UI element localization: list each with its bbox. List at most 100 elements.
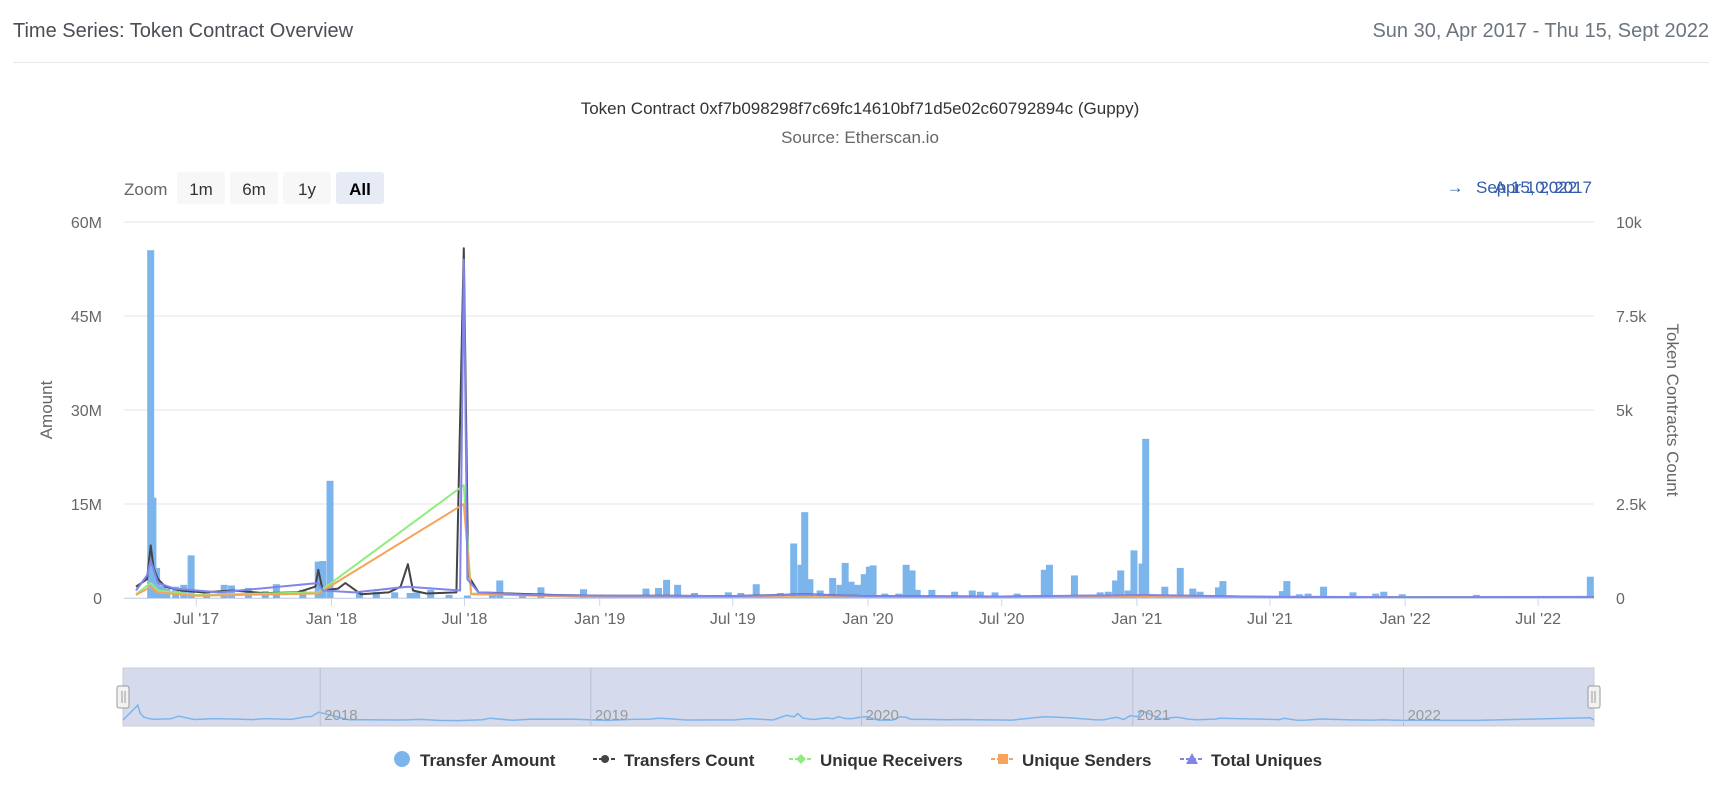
right-axis-tick-label: 7.5k <box>1616 309 1647 326</box>
transfer-amount-bar <box>445 594 453 598</box>
transfer-amount-bar <box>847 581 855 598</box>
transfer-amount-bar <box>1380 591 1388 598</box>
transfer-amount-bar <box>806 579 814 598</box>
right-axis-title: Token Contracts Count <box>1663 324 1682 497</box>
zoom-button-1y-label: 1y <box>298 180 316 199</box>
page-header: Time Series: Token Contract Overview Sun… <box>13 0 1709 63</box>
x-axis-tick-label: Jan '21 <box>1111 611 1162 628</box>
x-axis-tick-label: Jul '21 <box>1247 611 1293 628</box>
zoom-button-6m[interactable]: 6m <box>230 172 278 204</box>
x-axis-tick-label: Jul '20 <box>979 611 1025 628</box>
range-from[interactable]: Apr 10, 2017 <box>1495 178 1592 197</box>
transfer-amount-bar <box>413 592 421 598</box>
navigator-year-label: 2022 <box>1407 707 1440 724</box>
zoom-controls: Zoom 1m 6m 1y All <box>124 172 384 204</box>
left-axis-title: Amount <box>37 380 56 439</box>
transfer-amount-bar <box>1372 593 1380 598</box>
legend-item-transfer-amount[interactable]: Transfer Amount <box>394 751 556 770</box>
navigator-series <box>122 703 1595 722</box>
transfer-amount-bar <box>463 595 471 598</box>
transfer-amount-bar <box>1586 576 1594 598</box>
left-y-axis: 0 15M 30M 45M 60M <box>71 215 102 608</box>
navigator-right-handle[interactable] <box>1587 685 1601 709</box>
navigator-year-label: 2018 <box>324 707 357 724</box>
transfer-amount-bar <box>1176 567 1184 598</box>
chart-title: Token Contract 0xf7b098298f7c69fc14610bf… <box>581 99 1140 118</box>
transfer-amount-bar <box>1219 581 1227 598</box>
transfer-amount-bar <box>674 584 682 598</box>
transfer-amount-bar <box>860 574 868 598</box>
transfer-amount-bar <box>1283 581 1291 598</box>
legend-item-transfers-count[interactable]: Transfers Count <box>593 751 755 770</box>
transfer-amount-bar <box>991 592 999 598</box>
legend-label-unique-senders: Unique Senders <box>1022 751 1151 770</box>
legend-item-total-uniques[interactable]: Total Uniques <box>1180 751 1322 770</box>
legend-symbol-transfer-amount <box>394 751 410 767</box>
transfer-amount-bar <box>902 564 910 598</box>
transfer-amount-bar <box>836 584 844 598</box>
page-title: Time Series: Token Contract Overview <box>13 20 354 42</box>
zoom-button-1m[interactable]: 1m <box>177 172 225 204</box>
transfer-amount-bar <box>654 587 662 598</box>
transfer-amount-bar <box>1117 570 1125 598</box>
transfer-amount-bar <box>829 577 837 598</box>
left-axis-tick-label: 30M <box>71 403 102 420</box>
navigator[interactable]: 2018 2019 2020 2021 2022 <box>116 667 1601 727</box>
chart-subtitle: Source: Etherscan.io <box>781 128 939 147</box>
zoom-label: Zoom <box>124 180 167 199</box>
x-axis-tick-label: Jul '22 <box>1515 611 1561 628</box>
transfer-amount-bar <box>790 543 798 598</box>
right-axis-tick-label: 5k <box>1616 403 1634 420</box>
right-axis-tick-label: 0 <box>1616 591 1625 608</box>
zoom-button-1y[interactable]: 1y <box>283 172 331 204</box>
x-axis-tick-label: Jul '19 <box>710 611 756 628</box>
right-axis-tick-label: 2.5k <box>1616 497 1647 514</box>
legend-label-transfer-amount: Transfer Amount <box>420 751 556 770</box>
gridlines <box>124 221 1594 599</box>
transfer-amount-bar <box>854 584 862 598</box>
legend-item-unique-senders[interactable]: Unique Senders <box>991 751 1151 770</box>
transfer-amount-bar <box>1161 586 1169 598</box>
count-series-lines <box>135 247 1595 599</box>
transfer-amount-bar <box>372 591 380 598</box>
legend-item-unique-receivers[interactable]: Unique Receivers <box>789 751 963 770</box>
navigator-left-handle[interactable] <box>116 685 130 709</box>
transfer-amount-bar <box>537 587 545 598</box>
total-uniques-line <box>135 258 1595 599</box>
transfer-amount-bar <box>149 497 157 598</box>
transfer-amount-bar <box>406 592 414 598</box>
transfer-amount-bar <box>1130 550 1138 598</box>
transfer-amount-bar <box>319 561 327 598</box>
navigator-series-line <box>122 703 1595 722</box>
transfer-amount-bar <box>1070 575 1078 598</box>
transfer-amount-bar <box>642 588 650 598</box>
range-to[interactable]: Sep 15, 2022 <box>1476 178 1577 197</box>
navigator-years: 2018 2019 2020 2021 2022 <box>319 668 1441 726</box>
transfer-amount-bar <box>1349 592 1357 598</box>
transfers-count-line <box>135 247 1594 599</box>
transfer-amount-bar <box>496 580 504 598</box>
x-axis: Jul '17 Jan '18 Jul '18 Jan '19 Jul '19 Jan '… <box>124 598 1594 628</box>
transfer-amount-bar <box>951 591 959 598</box>
transfer-amount-bar <box>928 589 936 598</box>
transfer-amount-bar <box>580 589 588 598</box>
transfer-amount-bar <box>1214 587 1222 598</box>
transfer-amount-bar <box>1112 580 1120 598</box>
transfer-amount-bar <box>663 579 671 598</box>
transfer-amount-bar <box>968 590 976 598</box>
x-axis-tick-label: Jan '22 <box>1380 611 1431 628</box>
zoom-button-6m-label: 6m <box>242 180 266 199</box>
transfer-amount-bar <box>841 562 849 598</box>
zoom-button-1m-label: 1m <box>189 180 213 199</box>
transfer-amount-bar <box>314 561 322 598</box>
x-axis-tick-label: Jan '18 <box>306 611 357 628</box>
navigator-year-label: 2020 <box>865 707 898 724</box>
transfer-amount-bar <box>147 250 155 598</box>
zoom-button-all[interactable]: All <box>336 172 384 204</box>
legend-label-transfers-count: Transfers Count <box>624 751 755 770</box>
transfer-amount-bar <box>1189 588 1197 598</box>
legend-symbol-unique-receivers <box>796 754 806 764</box>
zoom-button-all-label: All <box>349 180 371 199</box>
navigator-year-label: 2019 <box>595 707 628 724</box>
